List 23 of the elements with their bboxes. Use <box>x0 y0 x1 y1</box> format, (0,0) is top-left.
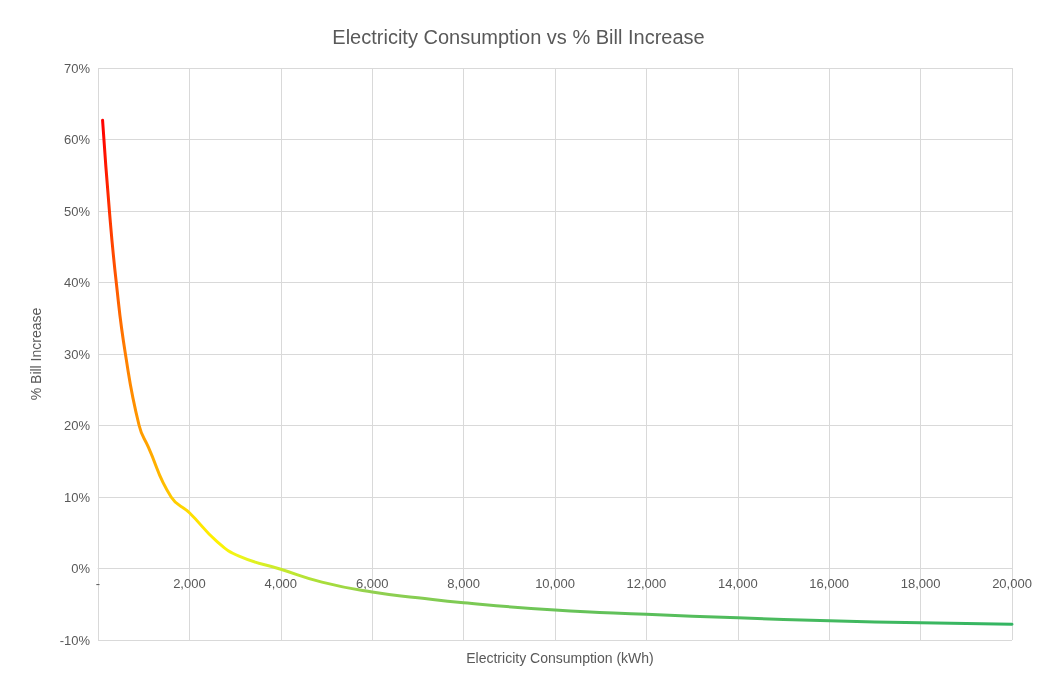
y-tick-label: 20% <box>63 418 91 433</box>
x-tick-label: - <box>95 575 101 591</box>
chart-title: Electricity Consumption vs % Bill Increase <box>332 26 705 48</box>
y-tick-label: 40% <box>63 275 91 290</box>
x-tick-label: 16,000 <box>809 575 850 591</box>
y-tick-label: 0% <box>71 561 91 576</box>
y-axis-title: % Bill Increase <box>28 307 44 401</box>
x-tick-label: 18,000 <box>900 575 941 591</box>
x-tick-label: 12,000 <box>626 575 667 591</box>
x-tick-label: 4,000 <box>264 575 298 591</box>
y-tick-label: 30% <box>63 346 91 362</box>
y-tick-label: 70% <box>63 60 91 76</box>
y-tick-label: 60% <box>63 132 91 147</box>
y-tick-label: 10% <box>63 489 91 505</box>
x-tick-label: 6,000 <box>355 575 389 591</box>
x-axis-title: Electricity Consumption (kWh) <box>466 650 654 666</box>
x-tick-label: 14,000 <box>717 575 758 591</box>
x-tick-label: 8,000 <box>447 575 480 591</box>
x-tick-label: 2,000 <box>173 575 206 591</box>
y-tick-label: -10% <box>59 632 91 648</box>
x-tick-label: 10,000 <box>535 575 575 591</box>
y-tick-label: 50% <box>63 203 91 219</box>
x-tick-label: 20,000 <box>992 575 1032 591</box>
